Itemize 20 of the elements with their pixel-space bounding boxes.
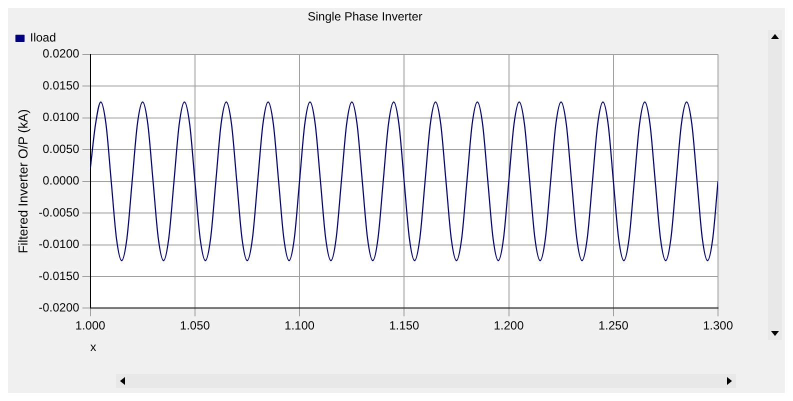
y-tick-label: 0.0150 (42, 78, 80, 92)
y-tick-label: 0.0100 (42, 110, 80, 124)
y-tick-label: 0.0000 (42, 174, 80, 188)
y-axis-title: Filtered Inverter O/P (kA) (15, 109, 30, 254)
y-tick-label: -0.0150 (38, 268, 80, 283)
y-tick-label: 0.0200 (42, 46, 80, 61)
x-tick-label: 1.150 (389, 318, 420, 333)
x-tick-label: 1.200 (494, 318, 524, 333)
x-tick-label: 1.300 (702, 318, 734, 333)
x-axis-title: x (90, 340, 96, 354)
y-tick-label: 0.0050 (42, 142, 80, 156)
x-tick-label: 1.100 (284, 318, 315, 333)
x-tick-label: 1.250 (598, 318, 629, 333)
chart-title: Single Phase Inverter (308, 10, 422, 24)
y-tick-label: -0.0100 (38, 237, 80, 252)
x-tick-label: 1.050 (180, 318, 210, 333)
legend-label: Iload (30, 30, 56, 45)
x-tick-label: 1.000 (75, 318, 106, 333)
y-tick-label: -0.0050 (38, 205, 80, 220)
y-tick-label: -0.0200 (38, 300, 80, 315)
